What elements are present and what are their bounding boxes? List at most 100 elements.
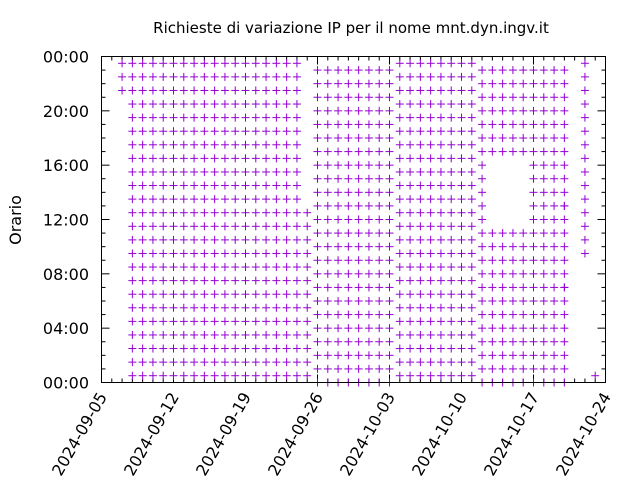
data-point bbox=[272, 72, 281, 81]
data-point bbox=[241, 100, 250, 109]
data-point bbox=[313, 256, 322, 265]
data-point bbox=[128, 222, 137, 231]
data-point bbox=[416, 86, 425, 95]
data-point bbox=[354, 215, 363, 224]
data-point bbox=[200, 276, 209, 285]
data-point bbox=[519, 93, 528, 102]
data-point bbox=[303, 208, 312, 217]
data-point bbox=[539, 79, 548, 88]
data-point bbox=[560, 256, 569, 265]
data-point bbox=[138, 344, 147, 353]
data-point bbox=[560, 174, 569, 183]
data-point bbox=[457, 113, 466, 122]
data-point bbox=[457, 290, 466, 299]
data-point bbox=[406, 371, 415, 380]
data-point bbox=[539, 106, 548, 115]
data-point bbox=[436, 222, 445, 231]
data-point bbox=[467, 140, 476, 149]
data-point bbox=[303, 235, 312, 244]
data-point bbox=[292, 290, 301, 299]
data-point bbox=[426, 330, 435, 339]
data-point bbox=[159, 113, 168, 122]
data-point bbox=[251, 235, 260, 244]
data-point bbox=[395, 127, 404, 136]
data-point bbox=[508, 106, 517, 115]
data-point bbox=[395, 249, 404, 258]
data-point bbox=[447, 154, 456, 163]
data-point bbox=[272, 100, 281, 109]
data-point bbox=[447, 113, 456, 122]
data-point bbox=[169, 235, 178, 244]
x-tick-label: 2024-09-19 bbox=[192, 389, 255, 479]
y-axis-label: Orario bbox=[6, 195, 25, 245]
data-point bbox=[292, 140, 301, 149]
data-point bbox=[498, 79, 507, 88]
data-point bbox=[375, 297, 384, 305]
data-point bbox=[426, 317, 435, 326]
data-point bbox=[426, 344, 435, 353]
data-point bbox=[395, 208, 404, 217]
data-point bbox=[200, 195, 209, 204]
data-point bbox=[251, 290, 260, 299]
data-point bbox=[426, 181, 435, 190]
y-tick-label: 00:00 bbox=[43, 48, 89, 67]
data-point bbox=[354, 134, 363, 142]
y-tick-label: 16:00 bbox=[43, 156, 89, 175]
data-point bbox=[148, 371, 157, 380]
data-point bbox=[138, 113, 147, 122]
data-point bbox=[169, 317, 178, 326]
data-point bbox=[179, 113, 188, 122]
y-tick-label: 00:00 bbox=[43, 374, 89, 393]
data-point bbox=[488, 242, 497, 251]
data-point bbox=[148, 303, 157, 312]
data-point bbox=[406, 263, 415, 272]
data-point bbox=[539, 337, 548, 346]
data-point bbox=[282, 100, 291, 109]
data-point bbox=[529, 215, 538, 224]
data-point bbox=[128, 317, 137, 326]
data-point bbox=[375, 120, 384, 129]
data-point bbox=[344, 337, 353, 346]
data-point bbox=[313, 324, 322, 333]
data-point bbox=[220, 222, 229, 231]
data-point bbox=[529, 147, 538, 156]
data-point bbox=[241, 317, 250, 326]
data-point bbox=[498, 364, 507, 373]
data-point bbox=[426, 371, 435, 380]
data-point bbox=[251, 263, 260, 272]
data-point bbox=[354, 174, 363, 183]
data-point bbox=[364, 161, 373, 170]
data-point bbox=[416, 371, 425, 380]
data-point bbox=[488, 283, 497, 292]
data-point bbox=[436, 330, 445, 339]
data-point bbox=[436, 59, 445, 68]
data-point bbox=[313, 215, 322, 224]
data-point bbox=[323, 297, 332, 305]
data-point bbox=[231, 195, 240, 204]
data-point bbox=[354, 256, 363, 265]
data-point bbox=[323, 215, 332, 224]
data-point bbox=[488, 134, 497, 142]
data-point bbox=[272, 317, 281, 326]
data-point bbox=[457, 330, 466, 339]
data-point bbox=[550, 215, 559, 224]
data-point bbox=[138, 59, 147, 68]
data-point bbox=[354, 66, 363, 75]
data-point bbox=[262, 154, 271, 163]
data-point bbox=[303, 317, 312, 326]
data-point bbox=[478, 324, 487, 333]
data-point bbox=[395, 140, 404, 149]
data-point bbox=[190, 86, 199, 95]
data-point bbox=[272, 276, 281, 285]
data-point bbox=[529, 188, 538, 197]
data-point bbox=[580, 127, 589, 136]
data-point bbox=[138, 358, 147, 367]
data-point bbox=[488, 93, 497, 102]
data-point bbox=[323, 351, 332, 360]
data-point bbox=[375, 256, 384, 265]
data-point bbox=[303, 303, 312, 312]
data-point bbox=[231, 72, 240, 81]
data-point bbox=[539, 256, 548, 265]
data-point bbox=[179, 330, 188, 339]
data-point bbox=[210, 263, 219, 272]
